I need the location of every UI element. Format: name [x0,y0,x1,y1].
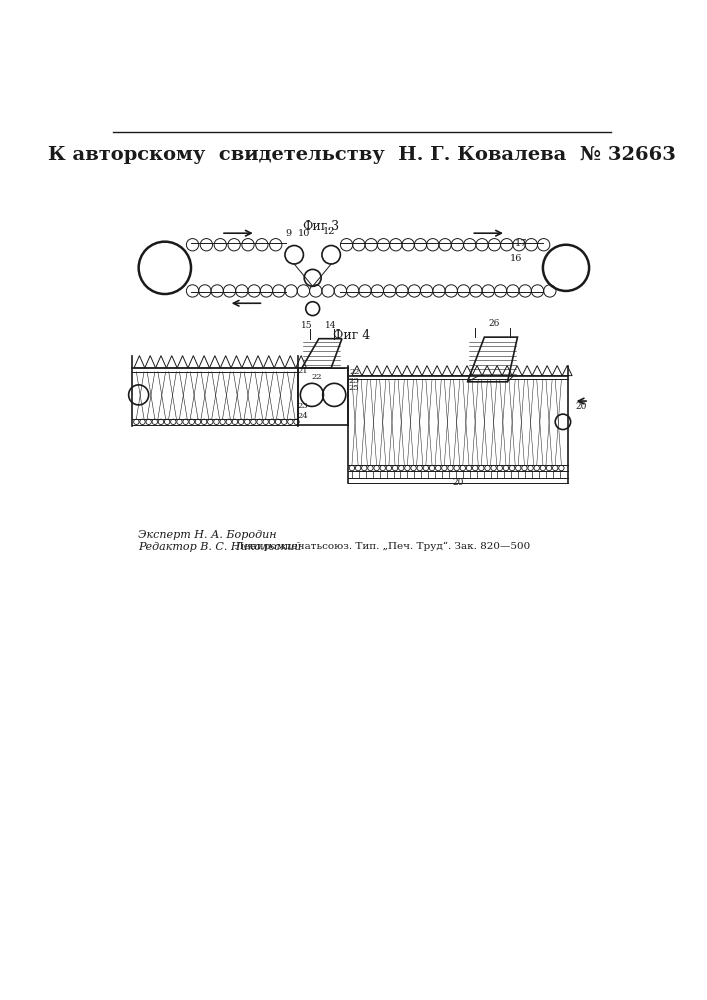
Text: 25: 25 [349,384,360,392]
Text: 16: 16 [510,254,522,263]
Text: Фиг 4: Фиг 4 [333,329,370,342]
Text: 20: 20 [575,402,587,411]
Text: 21: 21 [298,367,308,375]
Text: 23: 23 [349,377,360,385]
Text: 10: 10 [298,229,310,238]
Text: 20: 20 [452,478,464,487]
Text: 24: 24 [297,412,308,420]
Text: 22: 22 [349,368,359,376]
Text: Фиг.3: Фиг.3 [303,220,339,233]
Text: Ленпромпечатьсоюз. Тип. „Печ. Труд“. Зак. 820—500: Ленпромпечатьсоюз. Тип. „Печ. Труд“. Зак… [235,542,530,551]
Text: К авторскому  свидетельству  Н. Г. Ковалева  № 32663: К авторскому свидетельству Н. Г. Ковалев… [48,146,676,164]
Text: Редактор В. С. Никольский: Редактор В. С. Никольский [138,542,301,552]
Text: 17: 17 [515,239,527,248]
Text: 26: 26 [489,319,500,328]
Text: 23: 23 [298,402,308,410]
Text: 9: 9 [285,229,291,238]
Text: 12: 12 [322,227,335,236]
Text: Эксперт Н. А. Бородин: Эксперт Н. А. Бородин [138,530,276,540]
Text: 15: 15 [300,321,312,330]
Text: 22: 22 [311,373,322,381]
Text: 14: 14 [325,321,337,330]
